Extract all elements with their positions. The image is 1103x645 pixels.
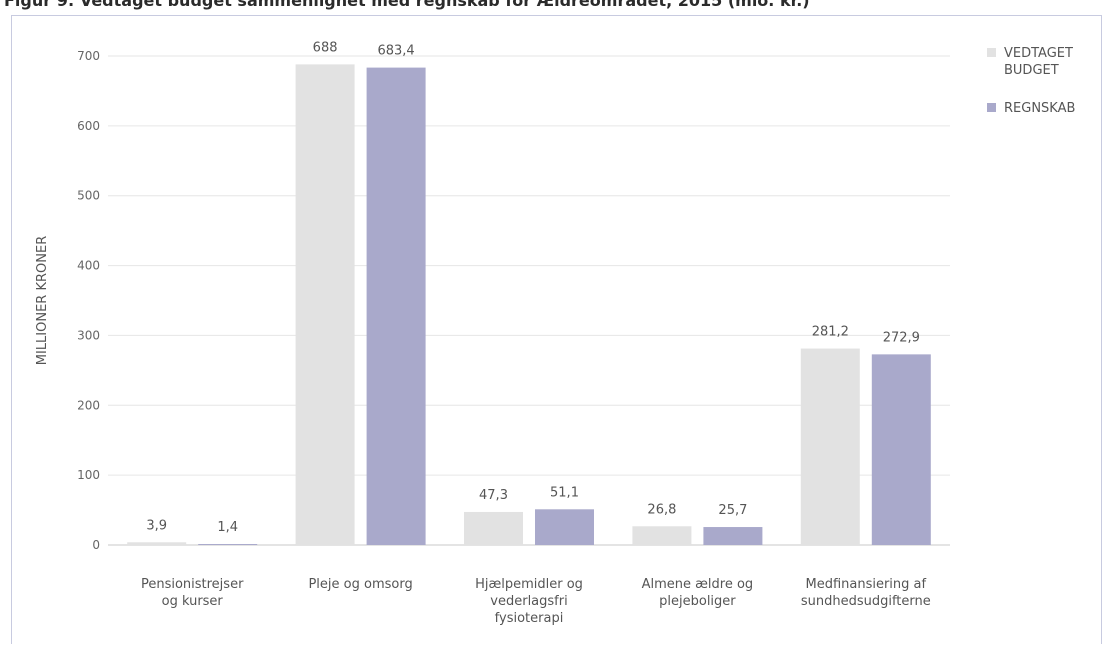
bar <box>871 354 931 545</box>
bar <box>198 544 258 545</box>
x-tick-label: Medfinansiering af <box>805 577 926 592</box>
bar-value-label: 1,4 <box>217 520 238 535</box>
legend-label: BUDGET <box>1004 63 1059 78</box>
figure-header: Figur 9: Vedtaget budget sammenlignet me… <box>0 0 1103 12</box>
y-tick-label: 700 <box>77 49 100 63</box>
bar-value-label: 3,9 <box>146 518 167 533</box>
bar <box>127 542 187 545</box>
x-tick-label: og kurser <box>162 594 224 609</box>
legend-swatch <box>987 48 996 57</box>
x-tick-label: Pleje og omsorg <box>308 577 412 592</box>
x-tick-label: Hjælpemidler og <box>475 577 583 592</box>
x-tick-label: plejeboliger <box>659 594 736 609</box>
x-tick-label: fysioterapi <box>495 611 564 626</box>
bar <box>703 527 763 545</box>
legend-swatch <box>987 103 996 112</box>
bar <box>295 64 355 545</box>
bar-value-label: 26,8 <box>647 502 676 517</box>
bar <box>535 509 594 545</box>
y-tick-label: 600 <box>77 119 100 133</box>
x-tick-label: sundhedsudgifterne <box>801 594 931 609</box>
y-tick-label: 400 <box>77 259 100 273</box>
bar-value-label: 688 <box>313 40 338 55</box>
legend-label: REGNSKAB <box>1004 101 1075 116</box>
y-tick-label: 100 <box>77 468 100 482</box>
bar-value-label: 25,7 <box>718 503 747 518</box>
figure-header-text: Figur 9: Vedtaget budget sammenlignet me… <box>4 0 810 10</box>
bar-value-label: 51,1 <box>550 485 579 500</box>
bar-value-label: 272,9 <box>883 330 920 345</box>
bar-value-label: 683,4 <box>377 44 414 59</box>
y-tick-label: 300 <box>77 328 100 342</box>
y-tick-label: 0 <box>92 538 100 552</box>
x-tick-label: Pensionistrejser <box>141 577 244 592</box>
y-tick-label: 500 <box>77 189 100 203</box>
y-axis-label: MILLIONER KRONER <box>35 236 50 365</box>
bar <box>800 348 860 545</box>
x-tick-label: Almene ældre og <box>642 577 754 592</box>
bar <box>464 511 523 545</box>
x-tick-label: vederlagsfri <box>490 594 567 609</box>
bar <box>632 526 692 545</box>
chart-frame <box>11 15 1102 644</box>
bar-value-label: 281,2 <box>812 325 849 340</box>
bar <box>366 67 426 545</box>
y-tick-label: 200 <box>77 398 100 412</box>
legend-label: VEDTAGET <box>1004 46 1073 61</box>
bar-value-label: 47,3 <box>479 488 508 503</box>
